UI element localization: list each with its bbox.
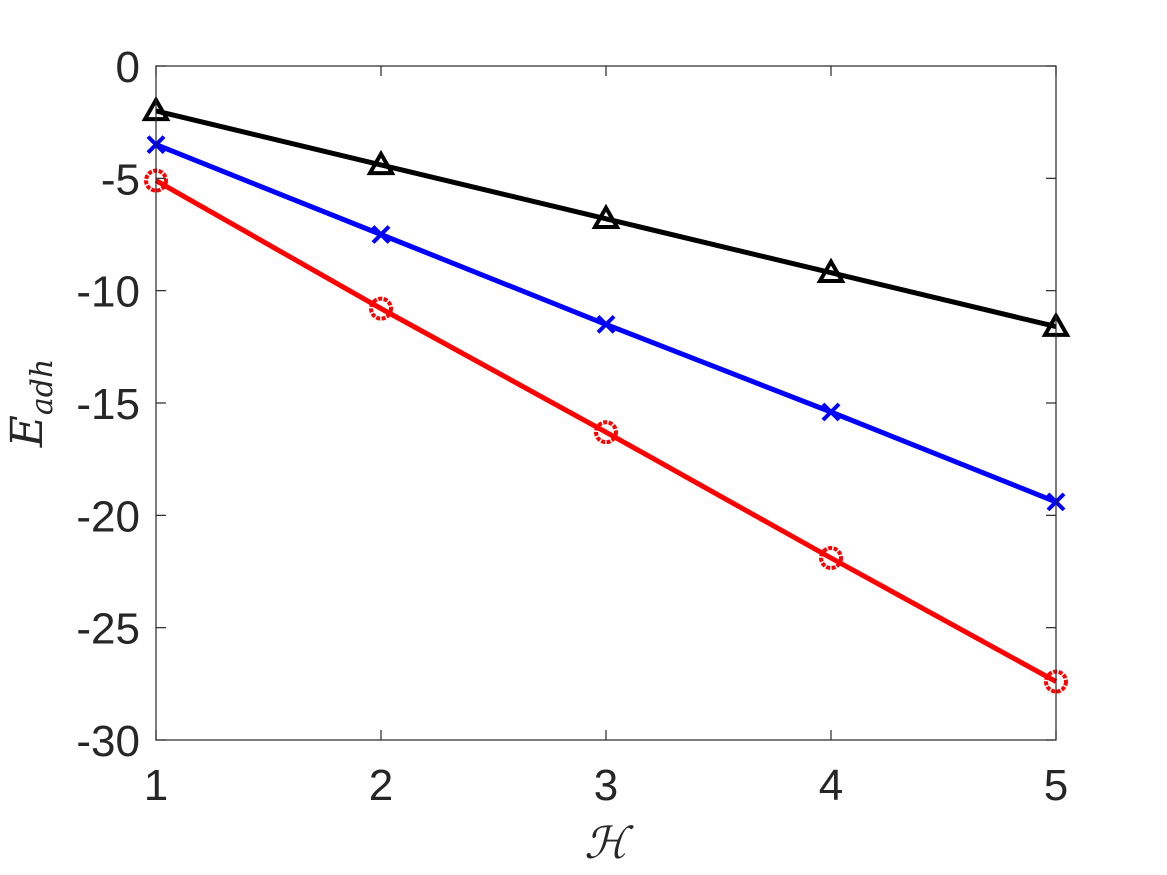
y-tick-label: -20: [76, 492, 140, 541]
x-tick-label: 3: [594, 761, 618, 810]
y-axis-label: Eadh: [2, 359, 60, 449]
plot-area: [156, 66, 1056, 740]
tick-labels: 1 2 3 4 5 0 -5 -10 -15 -20 -25 -30: [76, 43, 1068, 810]
x-tick-label: 4: [819, 761, 843, 810]
data-point-triangle: [816, 257, 846, 283]
y-tick-label: -30: [76, 717, 140, 766]
series-line: [155, 108, 1057, 330]
x-tick-label: 2: [369, 761, 393, 810]
data-point-triangle: [366, 149, 396, 176]
series-x: [146, 135, 1066, 512]
x-tick-label: 1: [144, 761, 168, 810]
data-point-x: [596, 314, 616, 334]
series-group: [141, 95, 1071, 694]
series-triangle: [141, 95, 1071, 337]
y-tick-label: -25: [76, 605, 140, 654]
x-axis-label: ℋ: [584, 818, 634, 869]
y-axis-label-main: E: [2, 415, 53, 448]
data-point-triangle: [591, 203, 621, 230]
data-point-x: [371, 225, 391, 244]
y-tick-label: -10: [76, 268, 140, 317]
data-point-circle: [594, 420, 618, 445]
plot-frame: [155, 65, 1057, 741]
y-tick-label: -15: [76, 380, 140, 429]
y-tick-label: -5: [101, 155, 140, 204]
data-point-circle: [819, 546, 843, 571]
series-line: [154, 178, 1058, 684]
y-axis-label-subscript: adh: [25, 359, 60, 415]
x-tick-label: 5: [1044, 761, 1068, 810]
data-point-x: [821, 402, 841, 422]
y-tick-label: 0: [116, 43, 140, 92]
data-point-circle: [369, 296, 393, 321]
